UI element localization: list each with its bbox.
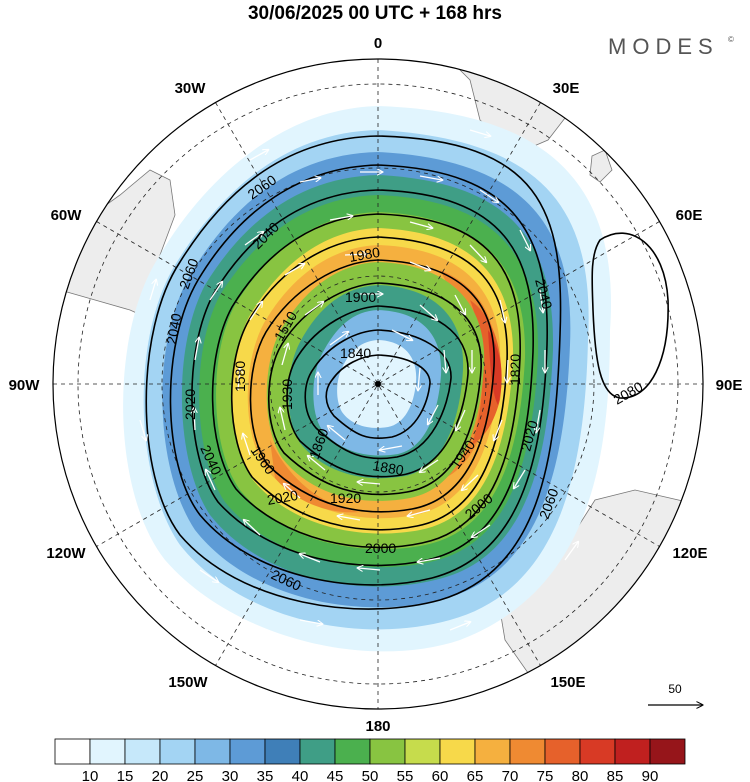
reference-vector: 50 (648, 682, 702, 705)
colorbar-tick-label: 20 (152, 768, 169, 782)
lon-label-150e: 150E (550, 674, 585, 691)
colorbar: 10 15 20 25 30 35 40 45 50 55 60 65 70 75 80 85 90 (54, 738, 686, 782)
contour-label: 1580 (232, 361, 248, 392)
lon-label-120w: 120W (46, 545, 86, 562)
contour-label: 1880 (371, 457, 405, 478)
colorbar-tick-label: 60 (432, 768, 449, 782)
wind-vectors (139, 129, 604, 631)
colorbar-tick-label: 50 (362, 768, 379, 782)
contour-label: 2040 (163, 312, 184, 346)
colorbar-tick-label: 90 (642, 768, 659, 782)
contour-label: 2020 (182, 389, 198, 420)
colorbar-tick-label: 65 (467, 768, 484, 782)
colorbar-tick-label: 75 (537, 768, 554, 782)
colorbar-tick-label: 10 (82, 768, 99, 782)
colorbar-tick-label: 80 (572, 768, 589, 782)
colorbar-swatch (474, 738, 511, 765)
contour-label: 1980 (348, 244, 382, 265)
contour-label: 2020 (517, 418, 541, 452)
colorbar-swatch (649, 738, 686, 765)
lon-label-30w: 30W (175, 80, 207, 97)
contour-label: 1920 (330, 490, 361, 506)
lon-label-150w: 150W (168, 674, 208, 691)
colorbar-swatch (124, 738, 161, 765)
contour-label: 1900 (345, 289, 376, 305)
colorbar-tick-label: 40 (292, 768, 309, 782)
brand-copyright: © (728, 35, 734, 44)
longitude-labels: 0 30E 60E 90E 120E 150E 180 150W 120W 90… (9, 35, 743, 735)
colorbar-swatch (194, 738, 231, 765)
colorbar-swatch (509, 738, 546, 765)
lon-label-0: 0 (374, 35, 382, 52)
reference-vector-label: 50 (668, 682, 682, 696)
colorbar-swatch (439, 738, 476, 765)
map-boundary (52, 58, 704, 710)
colorbar-tick-label: 30 (222, 768, 239, 782)
contour-label: 1930 (279, 379, 295, 410)
map-disc: 2060 2060 2060 2060 2040 2040 2040 2040 … (53, 59, 703, 709)
colorbar-swatch (264, 738, 301, 765)
lon-label-120e: 120E (672, 545, 707, 562)
colorbar-tick-label: 25 (187, 768, 204, 782)
lon-label-90w: 90W (9, 377, 41, 394)
contour-label: 1840 (340, 345, 371, 361)
lon-label-60e: 60E (676, 207, 703, 224)
colorbar-tick-label: 70 (502, 768, 519, 782)
contour-label: 2000 (365, 540, 396, 556)
colorbar-swatch (334, 738, 371, 765)
colorbar-swatch (229, 738, 266, 765)
colorbar-swatch (369, 738, 406, 765)
contour-label: 2020 (266, 487, 300, 508)
colorbar-tick-label: 35 (257, 768, 274, 782)
south-pole-marker (375, 381, 381, 387)
colorbar-tick-label: 85 (607, 768, 624, 782)
colorbar-swatch (299, 738, 336, 765)
lon-label-180: 180 (365, 718, 390, 735)
colorbar-tick-label: 15 (117, 768, 134, 782)
colorbar-swatch (579, 738, 616, 765)
colorbar-swatch (159, 738, 196, 765)
lon-label-60w: 60W (51, 207, 83, 224)
colorbar-tick-label: 45 (327, 768, 344, 782)
lon-label-90e: 90E (716, 377, 743, 394)
contour-label: 2040 (532, 277, 556, 311)
lon-label-30e: 30E (553, 80, 580, 97)
chart-title: 30/06/2025 00 UTC + 168 hrs (248, 3, 502, 24)
brand-logo: MODES (608, 34, 719, 59)
colorbar-swatch (544, 738, 581, 765)
colorbar-tick-label: 55 (397, 768, 414, 782)
colorbar-swatch (614, 738, 651, 765)
colorbar-swatch (89, 738, 126, 765)
colorbar-swatch (404, 738, 441, 765)
colorbar-swatch (54, 738, 91, 765)
contour-label: 1820 (507, 354, 523, 385)
